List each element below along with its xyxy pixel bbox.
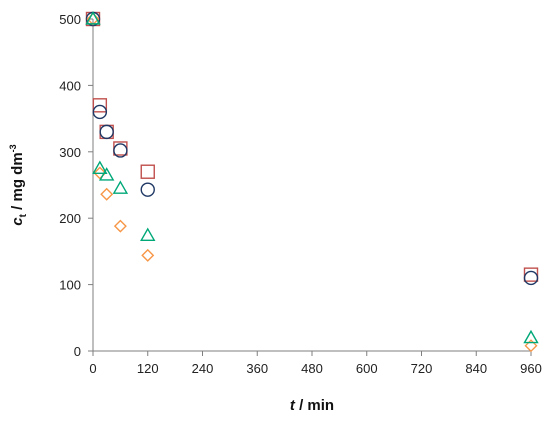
y-tick-label: 500 bbox=[59, 12, 81, 27]
x-tick-label: 120 bbox=[137, 361, 159, 376]
y-tick-label: 200 bbox=[59, 211, 81, 226]
y-tick-label: 0 bbox=[74, 344, 81, 359]
y-axis-title-italic: c bbox=[9, 217, 26, 226]
y-axis-title: ct / mg dm-3 bbox=[8, 144, 29, 225]
x-tick-label: 600 bbox=[356, 361, 378, 376]
data-points bbox=[85, 11, 539, 353]
data-point-triangle bbox=[112, 180, 129, 194]
x-tick-label: 360 bbox=[246, 361, 268, 376]
y-tick-label: 400 bbox=[59, 78, 81, 93]
x-tick-label: 480 bbox=[301, 361, 323, 376]
data-point-circle bbox=[140, 182, 155, 197]
data-point-triangle bbox=[523, 329, 539, 344]
data-point-circle bbox=[92, 104, 108, 120]
x-tick-label: 840 bbox=[465, 361, 487, 376]
y-axis-title-sub: t bbox=[18, 213, 29, 217]
y-tick-label: 100 bbox=[59, 278, 81, 293]
data-point-square bbox=[523, 267, 539, 282]
data-point-triangle bbox=[98, 167, 115, 181]
data-point-circle bbox=[99, 124, 114, 140]
y-axis-title-sup: -3 bbox=[8, 144, 18, 152]
data-point-circle bbox=[523, 270, 539, 286]
x-tick-label: 960 bbox=[520, 361, 542, 376]
x-tick-label: 240 bbox=[192, 361, 214, 376]
y-axis-ticks: 0 100 200 300 400 500 bbox=[59, 12, 93, 359]
x-axis-title: t / min bbox=[290, 397, 334, 414]
data-point-diamond bbox=[141, 248, 155, 262]
data-point-square bbox=[140, 164, 155, 179]
data-point-circle bbox=[113, 143, 128, 158]
y-tick-label: 300 bbox=[59, 145, 81, 160]
x-axis-title-italic: t bbox=[290, 397, 296, 414]
x-axis-title-rest: / min bbox=[295, 397, 334, 414]
data-point-triangle bbox=[85, 11, 101, 25]
y-axis-title-rest: / mg dm bbox=[9, 152, 26, 214]
data-point-diamond bbox=[100, 187, 114, 201]
data-point-triangle bbox=[140, 227, 156, 242]
x-tick-label: 0 bbox=[89, 361, 96, 376]
data-point-square bbox=[92, 98, 108, 113]
data-point-diamond bbox=[524, 339, 538, 353]
data-point-triangle bbox=[92, 160, 108, 174]
x-axis-ticks: 0 120 240 360 480 600 720 840 960 bbox=[89, 351, 542, 376]
x-tick-label: 720 bbox=[411, 361, 433, 376]
data-point-diamond bbox=[93, 166, 107, 180]
data-point-diamond bbox=[113, 219, 127, 233]
